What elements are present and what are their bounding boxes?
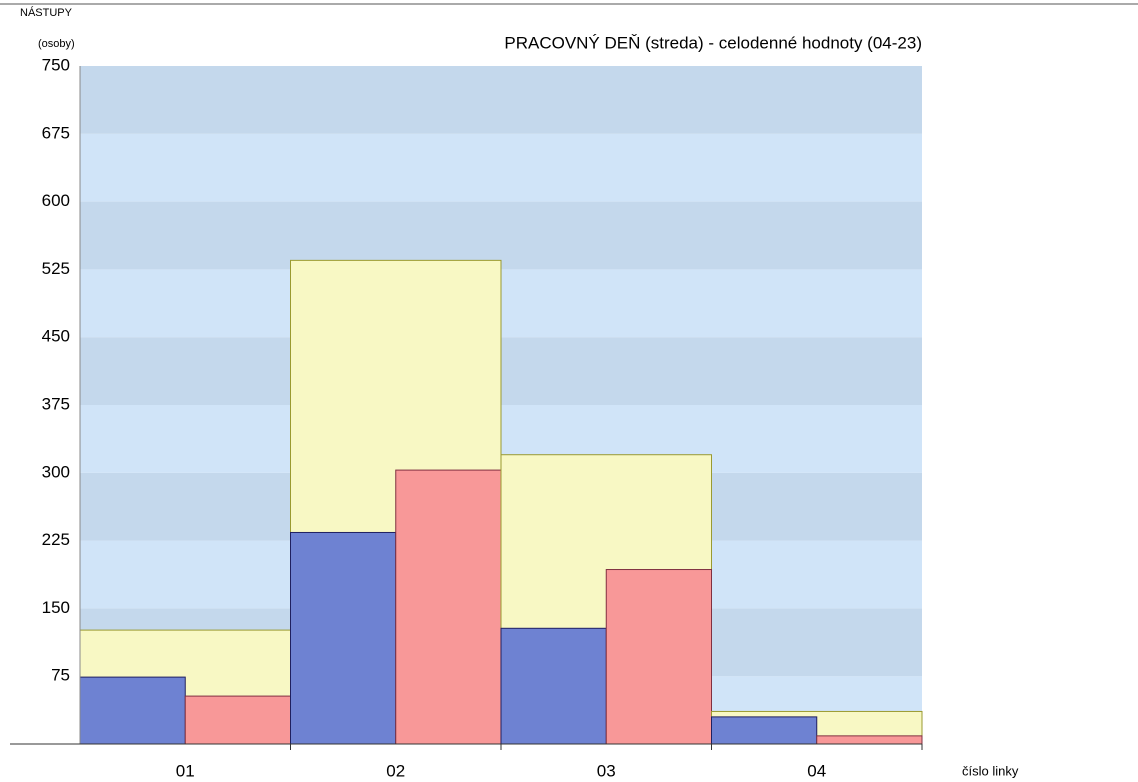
bar xyxy=(816,735,923,745)
grid-band xyxy=(80,66,922,134)
x-tick-label: 03 xyxy=(597,761,616,780)
bar xyxy=(605,569,712,745)
y-tick-label: 750 xyxy=(42,55,70,74)
grid-band xyxy=(80,133,922,202)
y-tick-label: 600 xyxy=(42,191,70,210)
bar xyxy=(290,531,397,745)
y-tick-label: 75 xyxy=(51,666,70,685)
x-axis-label: číslo linky xyxy=(962,763,1019,778)
chart-title: PRACOVNÝ DEŇ (streda) - celodenné hodnot… xyxy=(504,33,922,52)
y-tick-label: 525 xyxy=(42,259,70,278)
y-tick-label: 375 xyxy=(42,394,70,413)
y-tick-label: 300 xyxy=(42,462,70,481)
bar xyxy=(184,695,291,745)
y-axis-label: NÁSTUPY xyxy=(20,6,73,19)
x-tick-label: 01 xyxy=(176,761,195,780)
y-tick-label: 225 xyxy=(42,530,70,549)
bar xyxy=(79,676,186,745)
grid-band xyxy=(80,201,922,270)
x-tick-label: 04 xyxy=(807,761,826,780)
y-axis-unit: (osoby) xyxy=(38,38,75,50)
y-tick-label: 450 xyxy=(42,327,70,346)
y-tick-label: 150 xyxy=(42,598,70,617)
bar xyxy=(711,716,818,745)
bar xyxy=(395,469,502,745)
bar xyxy=(500,627,607,745)
y-tick-label: 675 xyxy=(42,123,70,142)
x-tick-label: 02 xyxy=(386,761,405,780)
